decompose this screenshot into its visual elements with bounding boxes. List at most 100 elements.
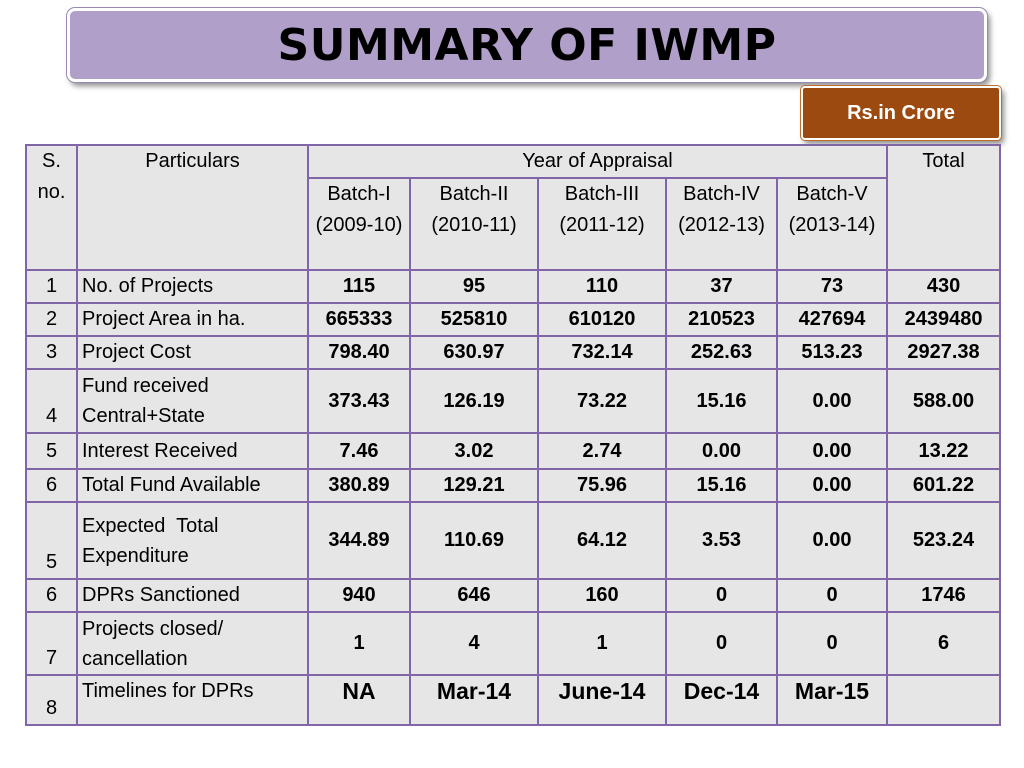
- table-row: 1 No. of Projects 115 95 110 37 73 430: [25, 269, 1002, 304]
- row-value: 630.97: [409, 335, 539, 370]
- row-value: 0: [665, 578, 778, 613]
- row-value: 210523: [665, 302, 778, 337]
- unit-label: Rs.in Crore: [847, 101, 955, 124]
- batch-period: (2010-11): [431, 214, 517, 236]
- row-particular: Project Cost: [76, 335, 309, 370]
- batch-name: Batch-II: [439, 183, 509, 205]
- row-sno: 4: [25, 368, 78, 434]
- row-value: 75.96: [537, 468, 667, 503]
- batch-name: Batch-I: [327, 183, 391, 205]
- header-batch-5: Batch-V (2013-14): [775, 177, 889, 271]
- row-value: 513.23: [775, 335, 889, 370]
- row-value: 110.69: [409, 501, 539, 580]
- row-value: 344.89: [307, 501, 411, 580]
- row-total: 588.00: [886, 368, 1002, 434]
- row-particular: Fund received Central+State: [76, 368, 309, 434]
- batch-name: Batch-III: [564, 183, 640, 205]
- row-total: 430: [886, 269, 1002, 304]
- table-row: 3 Project Cost 798.40 630.97 732.14 252.…: [25, 335, 1002, 370]
- header-batch-4: Batch-IV (2012-13): [665, 177, 778, 271]
- row-value: 2.74: [537, 432, 667, 470]
- batch-name: Batch-V: [796, 183, 868, 205]
- row-particular: Expected Total Expenditure: [76, 501, 309, 580]
- table-row: 8 Timelines for DPRs NA Mar-14 June-14 D…: [25, 674, 1002, 726]
- row-value: 126.19: [409, 368, 539, 434]
- row-value: Dec-14: [665, 674, 778, 726]
- batch-name: Batch-IV: [683, 183, 760, 205]
- row-value: 0: [775, 578, 889, 613]
- row-value: NA: [307, 674, 411, 726]
- row-sno: 6: [25, 468, 78, 503]
- batch-period: (2013-14): [788, 214, 876, 236]
- row-value: 373.43: [307, 368, 411, 434]
- row-sno: 1: [25, 269, 78, 304]
- row-sno: 5: [25, 501, 78, 580]
- row-value: 0.00: [775, 468, 889, 503]
- table-row: 6 Total Fund Available 380.89 129.21 75.…: [25, 468, 1002, 503]
- row-value: 129.21: [409, 468, 539, 503]
- row-value: 4: [409, 611, 539, 676]
- row-value: 110: [537, 269, 667, 304]
- header-batch-row: Batch-I (2009-10) Batch-II (2010-11) Bat…: [26, 177, 1000, 271]
- row-sno: 6: [25, 578, 78, 613]
- row-value: 0: [665, 611, 778, 676]
- table-row: 4 Fund received Central+State 373.43 126…: [25, 368, 1002, 434]
- row-total: 2927.38: [886, 335, 1002, 370]
- row-total: 1746: [886, 578, 1002, 613]
- row-value: 73: [775, 269, 889, 304]
- table-row: 2 Project Area in ha. 665333 525810 6101…: [25, 302, 1002, 337]
- row-sno: 7: [25, 611, 78, 676]
- row-value: 665333: [307, 302, 411, 337]
- header-total: Total: [886, 144, 1002, 271]
- row-value: 73.22: [537, 368, 667, 434]
- title-banner: SUMMARY OF IWMP: [67, 8, 987, 82]
- row-sno: 8: [25, 674, 78, 726]
- row-particular: No. of Projects: [76, 269, 309, 304]
- row-value: 1: [307, 611, 411, 676]
- row-particular: Total Fund Available: [76, 468, 309, 503]
- row-value: 0.00: [665, 432, 778, 470]
- row-value: 940: [307, 578, 411, 613]
- row-value: 798.40: [307, 335, 411, 370]
- row-total: 523.24: [886, 501, 1002, 580]
- row-particular: Interest Received: [76, 432, 309, 470]
- row-sno: 3: [25, 335, 78, 370]
- row-value: 525810: [409, 302, 539, 337]
- row-value: 252.63: [665, 335, 778, 370]
- row-value: Mar-15: [775, 674, 889, 726]
- table-row: 6 DPRs Sanctioned 940 646 160 0 0 1746: [25, 578, 1002, 613]
- row-value: Mar-14: [409, 674, 539, 726]
- row-value: 95: [409, 269, 539, 304]
- row-value: 427694: [775, 302, 889, 337]
- row-value: 380.89: [307, 468, 411, 503]
- row-total: [886, 674, 1002, 726]
- header-batch-1: Batch-I (2009-10): [307, 177, 411, 271]
- row-value: 115: [307, 269, 411, 304]
- row-total: 13.22: [886, 432, 1002, 470]
- row-value: 7.46: [307, 432, 411, 470]
- table-row: 5 Expected Total Expenditure 344.89 110.…: [25, 501, 1002, 580]
- row-value: June-14: [537, 674, 667, 726]
- summary-table: S. no. Particulars Year of Appraisal Tot…: [25, 144, 1002, 726]
- batch-period: (2011-12): [559, 214, 645, 236]
- row-particular: Projects closed/ cancellation: [76, 611, 309, 676]
- row-value: 3.02: [409, 432, 539, 470]
- row-sno: 2: [25, 302, 78, 337]
- header-batch-3: Batch-III (2011-12): [537, 177, 667, 271]
- unit-badge: Rs.in Crore: [801, 86, 1001, 140]
- row-value: 15.16: [665, 368, 778, 434]
- header-batch-2: Batch-II (2010-11): [409, 177, 539, 271]
- row-value: 646: [409, 578, 539, 613]
- row-particular: Timelines for DPRs: [76, 674, 309, 726]
- header-row: S. no. Particulars Year of Appraisal Tot…: [25, 144, 1002, 271]
- row-value: 1: [537, 611, 667, 676]
- table-row: 5 Interest Received 7.46 3.02 2.74 0.00 …: [25, 432, 1002, 470]
- table-row: 7 Projects closed/ cancellation 1 4 1 0 …: [25, 611, 1002, 676]
- row-value: 0: [775, 611, 889, 676]
- header-sno: S. no.: [25, 144, 78, 271]
- row-particular: DPRs Sanctioned: [76, 578, 309, 613]
- row-value: 15.16: [665, 468, 778, 503]
- batch-period: (2009-10): [315, 214, 403, 236]
- row-value: 732.14: [537, 335, 667, 370]
- row-total: 2439480: [886, 302, 1002, 337]
